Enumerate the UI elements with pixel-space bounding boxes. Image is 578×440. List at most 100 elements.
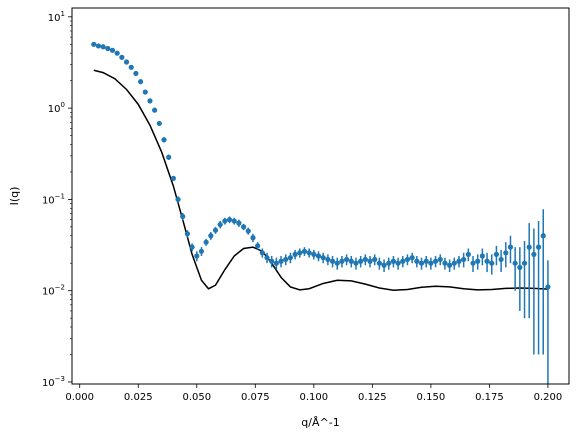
data-point	[278, 258, 284, 264]
data-point	[535, 244, 542, 250]
x-tick-label: 0.000	[65, 392, 94, 403]
data-point	[447, 262, 453, 268]
data-point	[521, 260, 528, 266]
model-curve-line	[93, 69, 548, 292]
data-point	[137, 79, 144, 85]
data-point	[531, 251, 537, 257]
data-point	[479, 253, 485, 259]
data-point	[175, 196, 181, 203]
data-point	[545, 284, 551, 290]
data-point	[226, 217, 233, 223]
x-tick-label: 0.150	[417, 392, 446, 403]
data-point	[423, 258, 429, 264]
data-point	[503, 250, 509, 256]
y-tick-label: 101	[48, 10, 65, 24]
data-point	[259, 250, 265, 256]
data-point	[348, 258, 354, 264]
data-point	[325, 256, 331, 263]
data-point	[465, 251, 471, 257]
model-curve-layer	[93, 69, 548, 292]
data-point	[390, 258, 397, 264]
data-point	[489, 260, 495, 266]
data-point	[133, 70, 139, 77]
data-point	[461, 256, 467, 263]
data-point	[329, 258, 336, 264]
plot-area	[91, 41, 551, 384]
data-point	[507, 244, 514, 250]
data-point	[217, 221, 223, 228]
x-tick-label: 0.175	[475, 392, 504, 403]
data-point	[156, 120, 162, 127]
data-point	[105, 45, 111, 52]
data-point	[128, 64, 134, 70]
data-point	[198, 248, 205, 254]
data-point	[381, 262, 387, 268]
data-point	[250, 235, 256, 241]
data-point	[166, 154, 172, 160]
data-point	[287, 255, 294, 261]
data-point	[109, 47, 116, 53]
data-point	[236, 220, 242, 226]
data-point	[283, 256, 289, 263]
data-point	[203, 239, 209, 245]
data-point	[484, 258, 490, 264]
data-point	[269, 258, 275, 264]
data-point	[306, 250, 312, 256]
data-point	[339, 258, 345, 264]
data-point	[301, 248, 308, 254]
data-points-layer	[91, 41, 551, 384]
data-point	[170, 175, 176, 181]
data-point	[208, 233, 214, 239]
x-tick-label: 0.200	[534, 392, 563, 403]
data-point	[292, 251, 298, 257]
data-point	[320, 255, 326, 261]
data-point	[437, 256, 443, 263]
data-point	[194, 253, 200, 259]
y-axis-label: I(q)	[8, 187, 21, 206]
data-point	[180, 213, 186, 220]
data-point	[311, 251, 317, 257]
x-tick-label: 0.075	[241, 392, 270, 403]
data-point	[240, 224, 247, 230]
data-point	[432, 258, 439, 264]
data-point	[470, 260, 476, 266]
data-point	[161, 137, 167, 143]
data-point	[358, 258, 364, 264]
data-point	[189, 244, 195, 250]
data-point	[526, 244, 532, 250]
data-point	[100, 44, 106, 50]
data-point	[264, 255, 270, 261]
y-tick-label: 10−2	[42, 284, 65, 298]
data-point	[451, 260, 457, 266]
x-tick-label: 0.125	[358, 392, 387, 403]
x-tick-label: 0.050	[182, 392, 211, 403]
data-point	[315, 253, 322, 259]
x-tick-label: 0.100	[300, 392, 329, 403]
data-point	[353, 260, 359, 266]
data-point	[245, 228, 251, 234]
data-point	[386, 260, 392, 266]
data-point	[142, 89, 148, 95]
data-point	[404, 256, 411, 263]
data-point	[152, 107, 158, 113]
data-point	[498, 256, 504, 263]
data-point	[512, 260, 518, 266]
data-point	[95, 43, 102, 49]
x-tick-label: 0.025	[124, 392, 153, 403]
plot-frame	[71, 7, 570, 385]
data-point	[442, 260, 448, 266]
data-point	[418, 260, 425, 266]
data-point	[91, 41, 97, 47]
data-point	[147, 98, 153, 104]
data-point	[409, 255, 415, 261]
data-point	[400, 258, 406, 264]
data-point	[334, 260, 340, 266]
data-point	[376, 260, 382, 266]
data-point	[395, 260, 401, 266]
data-point	[297, 250, 303, 256]
data-point	[475, 258, 481, 264]
y-axis: 10−3 10−2 10−1 100 101	[42, 10, 72, 389]
data-point	[273, 260, 279, 266]
data-point	[493, 251, 500, 257]
y-tick-label: 100	[48, 101, 65, 115]
